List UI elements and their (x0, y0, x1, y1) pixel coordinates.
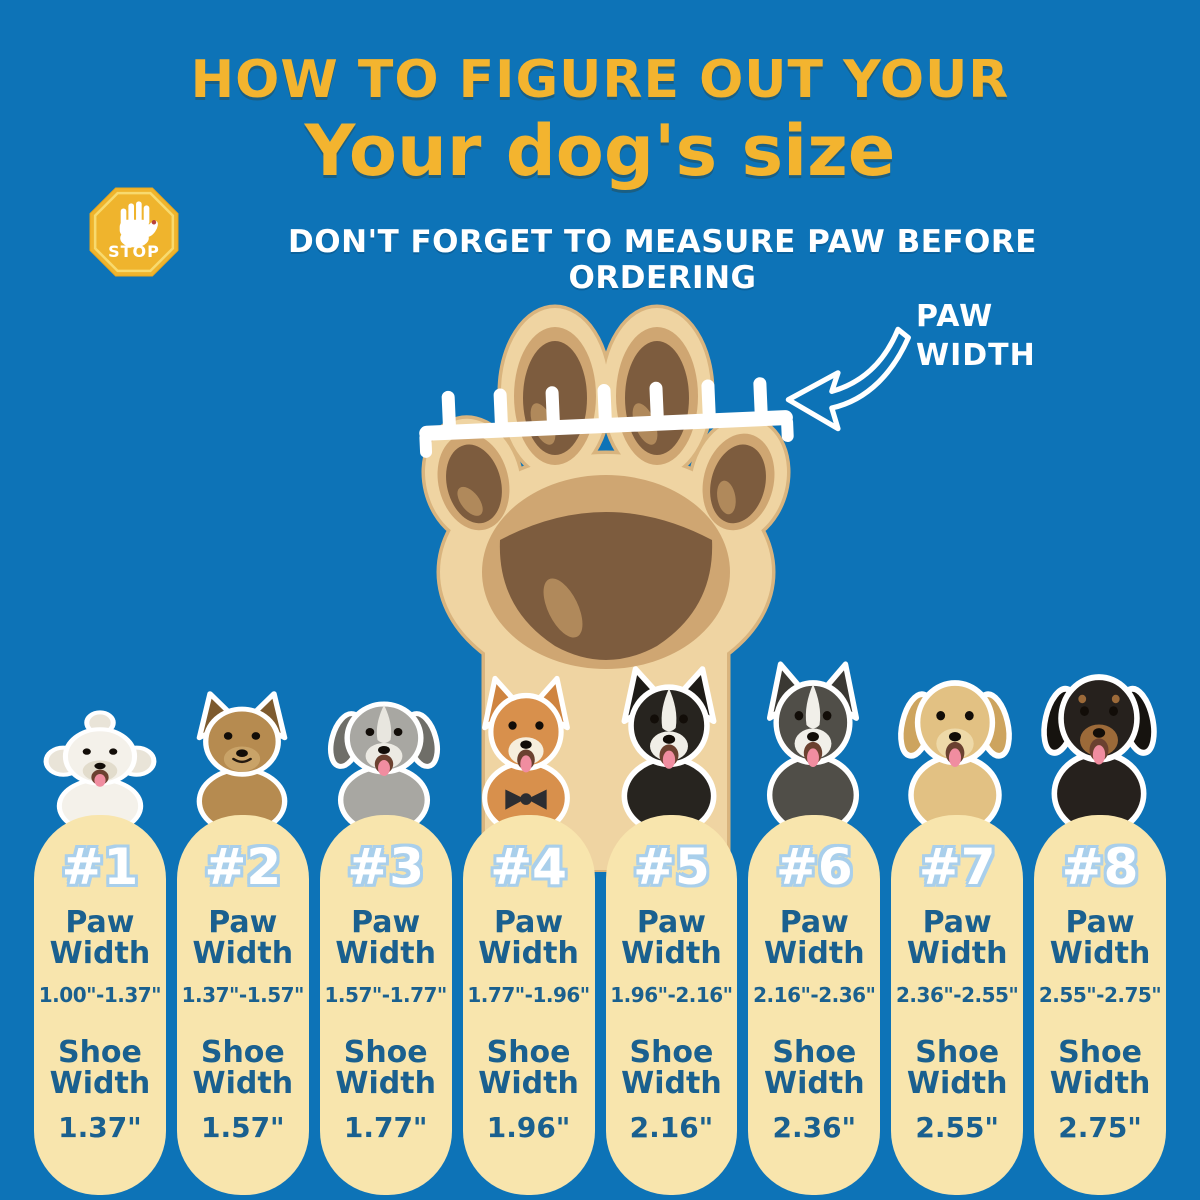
shoe-width-label: Shoe Width (192, 1035, 294, 1101)
shoe-width-label: Shoe Width (764, 1035, 865, 1101)
dog-photo-golden-retriever (889, 655, 1021, 830)
stop-label: STOP (108, 242, 160, 261)
paw-width-label: Paw Width (621, 905, 722, 971)
size-number: #3 (347, 838, 425, 896)
shoe-width-label: Shoe Width (49, 1035, 151, 1101)
shoe-width-value: 2.36" (772, 1111, 857, 1144)
hand-icon (119, 201, 158, 248)
dog-row (34, 648, 1166, 830)
size-number: #6 (775, 838, 853, 896)
size-card-6: #6 Paw Width 2.16"-2.36" Shoe Width 2.36" (748, 815, 881, 1195)
paw-width-range: 2.55"-2.75" (1038, 983, 1162, 1007)
shoe-width-value: 2.16" (629, 1111, 714, 1144)
shoe-width-label: Shoe Width (621, 1035, 722, 1101)
size-number: #1 (61, 838, 139, 896)
size-card-4: #4 Paw Width 1.77"-1.96" Shoe Width 1.96" (462, 815, 595, 1195)
size-number: #4 (490, 838, 567, 896)
paw-width-label: Paw Width (478, 905, 579, 971)
dog-photo-shiba-inu (460, 670, 591, 830)
paw-width-range: 2.36"-2.55" (896, 983, 1019, 1007)
size-card-5: #5 Paw Width 1.96"-2.16" Shoe Width 2.16" (605, 815, 738, 1195)
paw-width-label: Paw Width (335, 905, 436, 971)
size-number: #5 (633, 838, 710, 896)
dog-photo-bichon-frise (34, 710, 165, 830)
paw-width-label: Paw Width (764, 905, 865, 971)
shoe-width-value: 1.96" (486, 1111, 571, 1144)
shoe-width-value: 1.57" (200, 1111, 285, 1144)
paw-width-range: 2.16"-2.36" (753, 983, 876, 1007)
paw-width-annotation: PAW WIDTH (916, 299, 1036, 373)
warning-text: DON'T FORGET TO MEASURE PAW BEFORE ORDER… (288, 224, 1037, 296)
paw-width-range: 1.37"-1.57" (181, 983, 305, 1007)
shoe-width-label: Shoe Width (906, 1035, 1008, 1101)
shoe-width-label: Shoe Width (1049, 1035, 1151, 1101)
paw-width-label: Paw Width (192, 905, 294, 971)
stop-octagon (89, 187, 179, 277)
shoe-width-value: 1.77" (343, 1111, 428, 1144)
dog-photo-bearded-collie (318, 680, 449, 830)
size-number: #2 (204, 838, 282, 896)
curved-arrow-icon (785, 326, 911, 432)
dog-photo-border-collie (602, 660, 736, 830)
size-number: #7 (918, 838, 996, 896)
size-card-8: #8 Paw Width 2.55"-2.75" Shoe Width 2.75" (1034, 815, 1166, 1195)
size-card-1: #1 Paw Width 1.00"-1.37" Shoe Width 1.37" (34, 815, 166, 1195)
paw-width-label: Paw Width (1049, 905, 1151, 971)
size-chart: #1 Paw Width 1.00"-1.37" Shoe Width 1.37" #2 P… (0, 815, 1200, 1195)
dog-photo-yorkshire-terrier (176, 686, 307, 830)
size-card-3: #3 Paw Width 1.57"-1.77" Shoe Width 1.77" (319, 815, 452, 1195)
size-number: #8 (1061, 838, 1139, 896)
title-line2: Your dog's size (304, 110, 896, 192)
shoe-width-value: 2.55" (915, 1111, 1000, 1144)
size-card-2: #2 Paw Width 1.37"-1.57" Shoe Width 1.57" (176, 815, 309, 1195)
size-card-7: #7 Paw Width 2.36"-2.55" Shoe Width 2.55" (891, 815, 1024, 1195)
shoe-width-value: 2.75" (1058, 1111, 1142, 1144)
paw-width-range: 1.57"-1.77" (324, 983, 448, 1007)
paw-width-range: 1.00"-1.37" (38, 983, 162, 1007)
paw-width-range: 1.96"-2.16" (610, 983, 733, 1007)
paw-width-label: Paw Width (49, 905, 151, 971)
shoe-width-value: 1.37" (58, 1111, 142, 1144)
paw-width-range: 1.77"-1.96" (467, 983, 590, 1007)
shoe-width-label: Shoe Width (478, 1035, 579, 1101)
title-line1: HOW TO FIGURE OUT YOUR (190, 50, 1010, 110)
measuring-ruler (419, 377, 794, 458)
paw-illustration (405, 272, 805, 874)
paw-width-label: Paw Width (906, 905, 1008, 971)
shoe-width-label: Shoe Width (335, 1035, 436, 1101)
dog-photo-husky (747, 655, 878, 830)
dog-photo-rottweiler (1032, 648, 1166, 830)
stop-sign-icon: STOP (88, 186, 180, 278)
